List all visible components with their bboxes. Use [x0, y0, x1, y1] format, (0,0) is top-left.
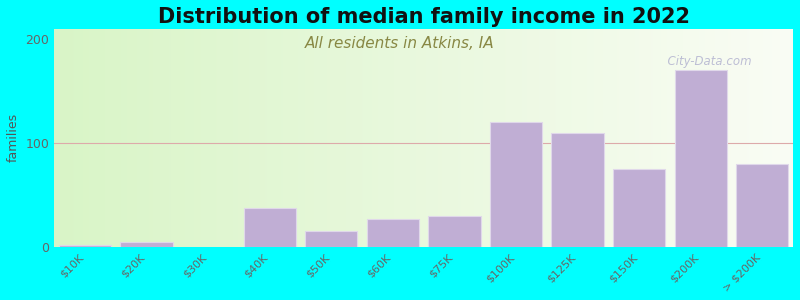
Title: Distribution of median family income in 2022: Distribution of median family income in … [158, 7, 690, 27]
Bar [59, 245, 111, 247]
Y-axis label: families: families [7, 113, 20, 162]
Text: City-Data.com: City-Data.com [660, 55, 752, 68]
Bar [121, 242, 173, 247]
Bar [613, 169, 666, 247]
Bar [490, 122, 542, 247]
Bar [243, 208, 296, 247]
Bar [366, 219, 419, 247]
Bar [305, 232, 358, 247]
Bar [428, 216, 481, 247]
Bar [674, 70, 727, 247]
Bar [736, 164, 789, 247]
Text: All residents in Atkins, IA: All residents in Atkins, IA [305, 36, 495, 51]
Bar [551, 133, 604, 247]
